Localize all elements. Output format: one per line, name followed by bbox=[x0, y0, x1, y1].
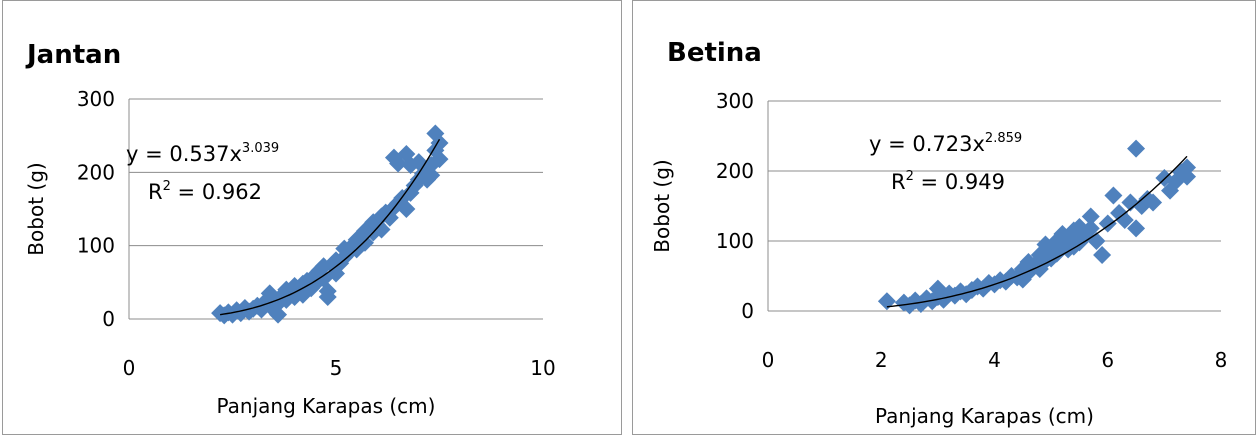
x-tick-label: 0 bbox=[123, 356, 136, 380]
y-tick-label: 200 bbox=[77, 160, 115, 184]
data-point bbox=[1059, 228, 1078, 247]
data-point bbox=[1121, 193, 1140, 212]
y-axis-label: Bobot (g) bbox=[650, 159, 674, 252]
r-squared-value: = 0.962 bbox=[171, 180, 262, 204]
y-tick-label: 0 bbox=[102, 307, 115, 331]
trendline bbox=[219, 138, 441, 316]
x-tick-label: 0 bbox=[762, 348, 775, 372]
equation-base: y = 0.537x bbox=[126, 142, 242, 166]
r-squared-label: R2 = 0.962 bbox=[148, 179, 262, 204]
y-tick-label: 100 bbox=[716, 229, 754, 253]
data-point bbox=[1127, 139, 1146, 158]
data-point bbox=[1030, 246, 1049, 264]
y-tick-label: 300 bbox=[716, 89, 754, 113]
data-point bbox=[430, 150, 449, 169]
trendline bbox=[886, 155, 1188, 308]
y-axis-label: Bobot (g) bbox=[24, 162, 48, 255]
r-squared-sup: 2 bbox=[163, 179, 171, 194]
x-tick-label: 10 bbox=[530, 356, 555, 380]
data-point bbox=[923, 292, 942, 311]
data-point bbox=[269, 305, 288, 324]
r-squared-prefix: R bbox=[891, 170, 906, 194]
r-squared-label: R2 = 0.949 bbox=[891, 169, 1005, 194]
data-point bbox=[1036, 235, 1055, 254]
r-squared-prefix: R bbox=[148, 180, 163, 204]
data-point bbox=[355, 233, 374, 252]
data-point bbox=[1064, 221, 1083, 240]
x-axis-label: Panjang Karapas (cm) bbox=[217, 394, 436, 418]
x-tick-label: 4 bbox=[988, 348, 1001, 372]
data-point bbox=[397, 200, 416, 218]
x-tick-label: 2 bbox=[875, 348, 888, 372]
data-point bbox=[1127, 219, 1146, 238]
equation-exponent: 2.859 bbox=[985, 131, 1022, 146]
r-squared-value: = 0.949 bbox=[914, 170, 1005, 194]
data-point bbox=[1104, 186, 1123, 205]
chart-title: Jantan bbox=[25, 40, 121, 70]
equation-exponent: 3.039 bbox=[242, 141, 279, 156]
data-point bbox=[877, 292, 896, 311]
y-tick-label: 0 bbox=[741, 299, 754, 323]
trendline-equation: y = 0.537x3.039 bbox=[126, 141, 279, 166]
data-point bbox=[1081, 207, 1100, 226]
chart-betina: Betina 0 100 200 300 0 2 4 6 8 Panjang Karapas (cm… bbox=[650, 38, 1228, 428]
y-tick-label: 100 bbox=[77, 234, 115, 258]
chart-panel-betina: Betina 0 100 200 300 0 2 4 6 8 Panjang Karapas (cm… bbox=[632, 0, 1256, 435]
data-point bbox=[1178, 158, 1197, 177]
x-tick-label: 8 bbox=[1215, 348, 1228, 372]
data-point bbox=[1093, 246, 1112, 264]
chart-jantan: Jantan 0 100 200 300 0 5 10 Panjang Karapas (cm)… bbox=[24, 40, 556, 418]
chart-panel-jantan: Jantan 0 100 200 300 0 5 10 Panjang Karapas (cm)… bbox=[2, 0, 622, 435]
chart-title: Betina bbox=[667, 38, 762, 68]
y-tick-label: 200 bbox=[716, 159, 754, 183]
trendline-equation: y = 0.723x2.859 bbox=[869, 131, 1022, 156]
data-point bbox=[1178, 167, 1197, 186]
x-tick-label: 6 bbox=[1101, 348, 1114, 372]
data-point bbox=[1172, 163, 1191, 182]
data-point bbox=[1081, 219, 1100, 238]
data-point bbox=[318, 288, 337, 306]
data-point bbox=[372, 220, 391, 239]
data-point bbox=[1144, 193, 1163, 212]
x-axis-label: Panjang Karapas (cm) bbox=[875, 404, 1094, 428]
equation-base: y = 0.723x bbox=[869, 132, 985, 156]
r-squared-sup: 2 bbox=[906, 169, 914, 184]
data-point bbox=[1030, 260, 1049, 278]
data-point bbox=[422, 166, 441, 185]
y-tick-label: 300 bbox=[77, 87, 115, 111]
data-point bbox=[1115, 211, 1134, 229]
data-point bbox=[1098, 214, 1117, 233]
x-tick-label: 5 bbox=[330, 356, 343, 380]
